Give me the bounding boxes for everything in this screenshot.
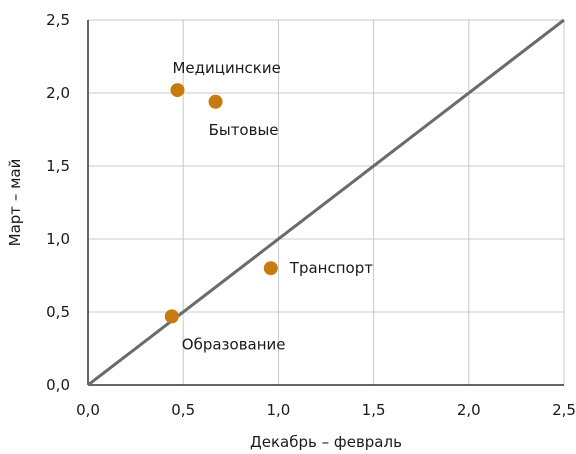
x-tick-label: 2,5 — [552, 401, 576, 419]
axes — [87, 20, 564, 386]
x-axis-title: Декабрь – февраль — [250, 433, 402, 451]
x-tick-label: 0,0 — [76, 401, 100, 419]
data-point — [164, 309, 179, 324]
x-tick-label: 2,0 — [457, 401, 481, 419]
point-label: Образование — [182, 335, 286, 353]
y-axis-title: Март – май — [6, 159, 24, 247]
y-tick-label: 0,5 — [46, 303, 70, 321]
data-point — [263, 261, 278, 276]
x-tick-label: 0,5 — [171, 401, 195, 419]
y-tick-label: 0,0 — [46, 376, 70, 394]
x-tick-label: 1,0 — [266, 401, 290, 419]
point-labels: Медицинские Бытовые Транспорт Образование — [172, 59, 373, 353]
point-label: Транспорт — [289, 259, 373, 277]
data-points — [164, 83, 278, 324]
point-label: Бытовые — [209, 121, 279, 139]
y-tick-label: 1,5 — [46, 157, 70, 175]
x-tick-label: 1,5 — [362, 401, 386, 419]
x-tick-labels: 0,0 0,5 1,0 1,5 2,0 2,5 — [76, 401, 576, 419]
point-label: Медицинские — [172, 59, 280, 77]
y-tick-label: 1,0 — [46, 230, 70, 248]
y-tick-labels: 0,0 0,5 1,0 1,5 2,0 2,5 — [46, 11, 70, 394]
y-tick-label: 2,5 — [46, 11, 70, 29]
data-point — [170, 83, 185, 98]
reference-line — [87, 18, 565, 387]
data-point — [208, 94, 223, 109]
y-tick-label: 2,0 — [46, 84, 70, 102]
